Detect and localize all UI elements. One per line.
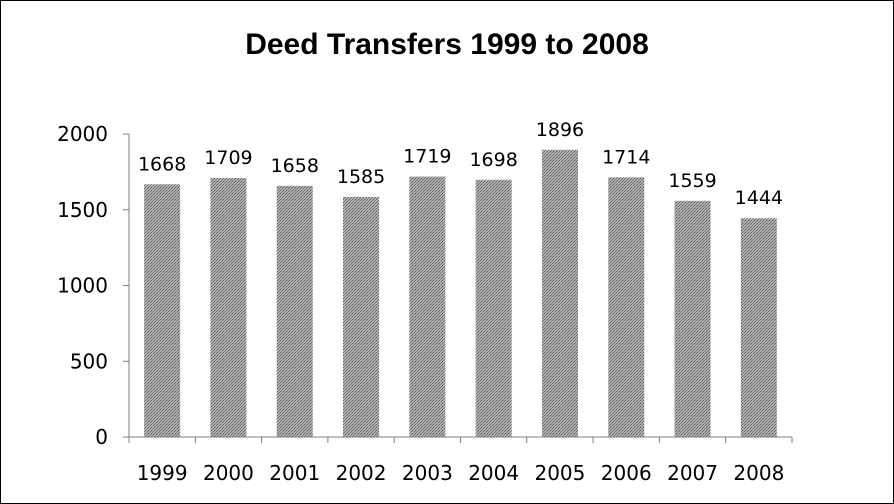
y-tick-label: 2000 — [57, 122, 108, 146]
y-tick-label: 500 — [70, 349, 108, 373]
bar — [740, 218, 777, 437]
x-tick-label: 2002 — [336, 461, 387, 485]
data-label: 1896 — [536, 119, 584, 141]
chart-title: Deed Transfers 1999 to 2008 — [245, 28, 649, 61]
data-label: 1559 — [668, 170, 716, 192]
bar — [210, 178, 247, 438]
data-label: 1444 — [735, 187, 783, 209]
bar — [541, 149, 578, 438]
bar — [608, 177, 645, 438]
data-label: 1585 — [337, 166, 385, 188]
bar — [276, 185, 313, 437]
data-label: 1658 — [271, 155, 319, 177]
x-tick-label: 2003 — [402, 461, 453, 485]
bar — [343, 196, 380, 437]
x-tick-label: 2000 — [203, 461, 254, 485]
y-tick-label: 0 — [95, 425, 108, 449]
x-tick-label: 2008 — [733, 461, 784, 485]
data-label: 1719 — [403, 146, 451, 168]
plot-area: 0 500 1000 1500 2000 1999 2000 2001 2002 2003 2004… — [57, 119, 793, 485]
x-tick-label: 2007 — [667, 461, 718, 485]
x-tick-label: 2005 — [534, 461, 585, 485]
bar — [475, 179, 512, 438]
data-label: 1709 — [204, 147, 252, 169]
data-label: 1714 — [602, 146, 650, 168]
bar — [409, 176, 446, 437]
data-label: 1668 — [138, 153, 186, 175]
x-tick-label: 1999 — [137, 461, 188, 485]
y-tick-label: 1000 — [57, 274, 108, 298]
x-tick-label: 2004 — [468, 461, 519, 485]
y-tick-label: 1500 — [57, 198, 108, 222]
x-tick-label: 2001 — [269, 461, 320, 485]
bar — [144, 184, 181, 437]
x-tick-label: 2006 — [601, 461, 652, 485]
data-label: 1698 — [469, 149, 517, 171]
bar — [674, 200, 711, 437]
